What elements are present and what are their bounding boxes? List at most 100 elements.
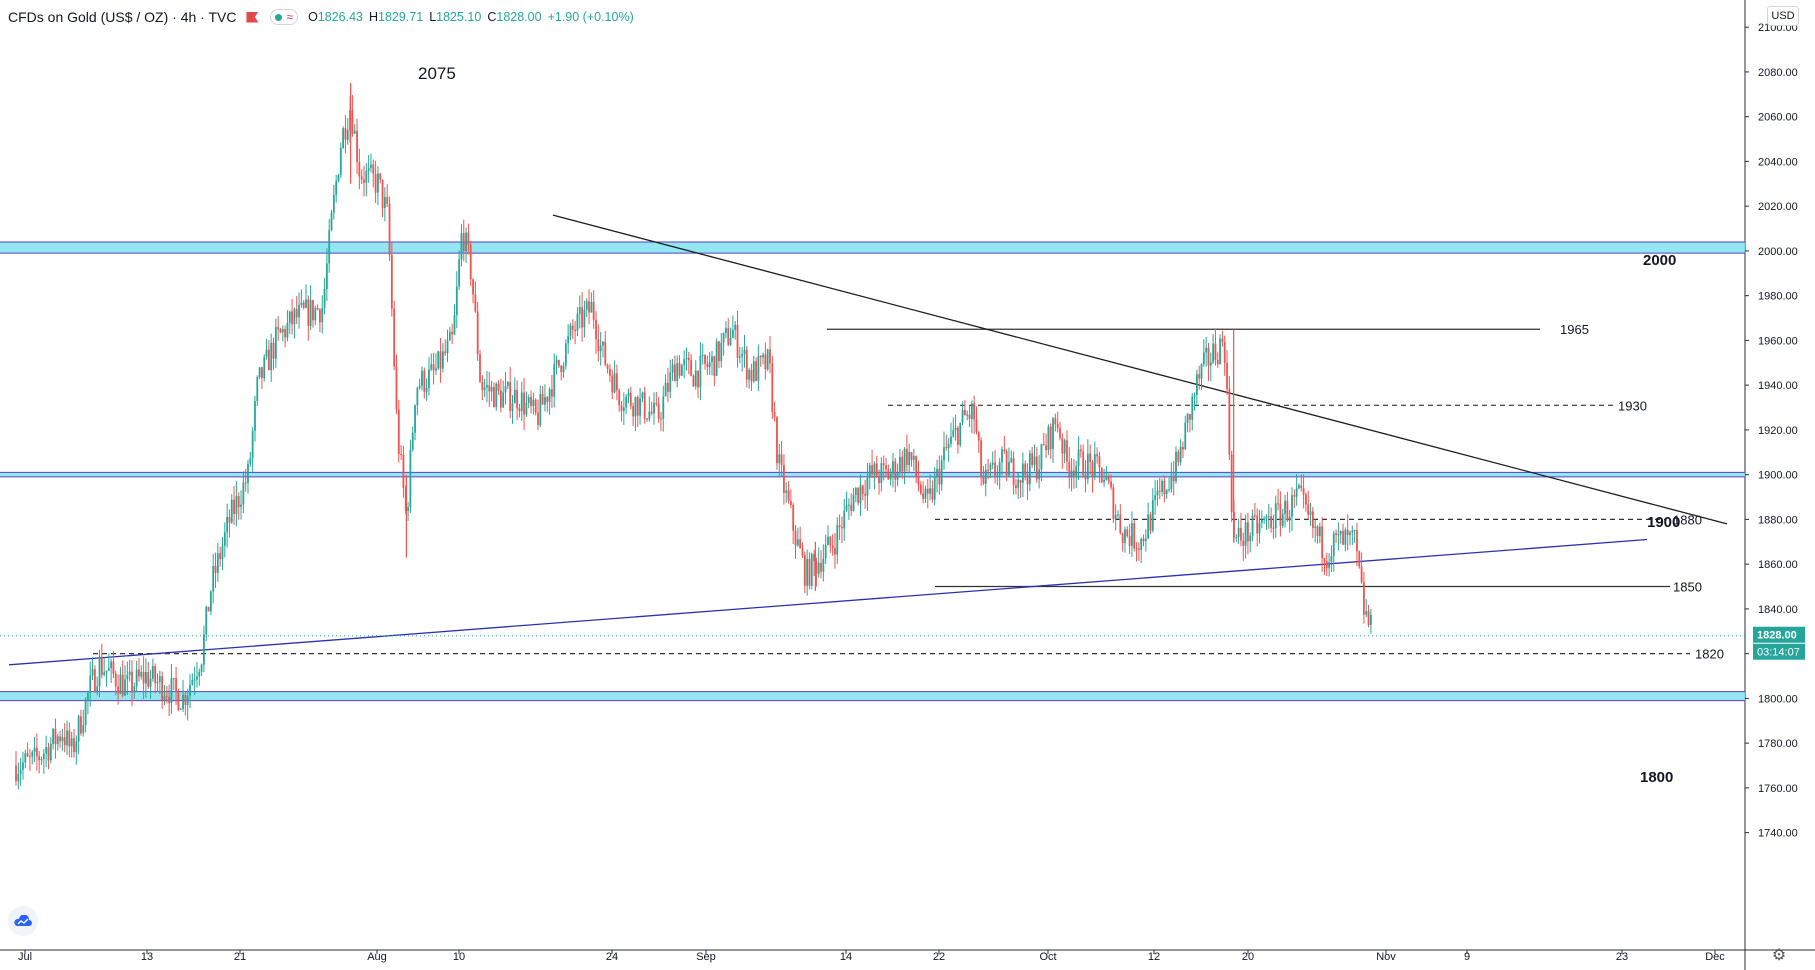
candle (1005, 449, 1008, 481)
candle (868, 462, 871, 490)
candle (692, 374, 695, 387)
candle (1149, 511, 1152, 535)
candle (411, 426, 414, 452)
candle (1288, 509, 1291, 533)
candle (1360, 552, 1363, 584)
candle-body (933, 477, 936, 500)
candle-body (613, 373, 616, 393)
symbol-title[interactable]: CFDs on Gold (US$ / OZ) · 4h · TVC (8, 9, 237, 25)
candle-body (490, 387, 493, 392)
candle (1015, 479, 1017, 495)
candle (776, 415, 778, 470)
x-tick-label: Jul (18, 951, 32, 963)
candle (1068, 447, 1071, 489)
candle (1063, 438, 1066, 464)
candle-body (1098, 456, 1101, 468)
candle (105, 670, 108, 687)
candle-body (1035, 456, 1038, 480)
candle (142, 656, 145, 700)
candle-body (117, 686, 119, 694)
candle (1240, 512, 1242, 547)
candle (504, 371, 507, 405)
tradingview-logo-button[interactable] (8, 906, 38, 936)
candle-body (822, 558, 825, 572)
candle-body (627, 393, 630, 397)
candle-body (367, 167, 370, 171)
candle (850, 493, 853, 516)
candle-body (548, 389, 551, 402)
currency-button[interactable]: USD (1767, 6, 1799, 26)
candle-body (17, 774, 20, 782)
settings-gear-icon[interactable]: ⚙ (1771, 947, 1787, 964)
candle (1070, 457, 1073, 492)
candle (991, 451, 994, 470)
candle (441, 342, 444, 373)
candle-body (671, 364, 674, 373)
candle (639, 387, 641, 425)
candle (1110, 474, 1112, 490)
candle-body (875, 463, 878, 478)
candle (592, 290, 595, 329)
candle-body (330, 212, 333, 231)
candle (460, 224, 463, 267)
candle-body (493, 387, 495, 408)
candle (114, 670, 117, 696)
candle-body (609, 368, 611, 376)
candle (1305, 492, 1307, 512)
indicator-toggle[interactable]: ≈ (270, 9, 299, 25)
candle-body (776, 417, 778, 464)
candle (996, 465, 999, 486)
candle (548, 387, 551, 415)
candle-body (110, 661, 113, 668)
candle (430, 353, 433, 372)
x-tick-label: 21 (234, 951, 246, 963)
candle (713, 355, 716, 387)
candle-body (959, 422, 962, 445)
candle-body (80, 716, 82, 734)
candle-body (1084, 475, 1087, 480)
candle (193, 666, 196, 696)
candle-body (743, 349, 746, 354)
candle-body (1293, 495, 1296, 497)
candle-body (444, 351, 447, 354)
x-tick-label: 24 (606, 951, 618, 963)
candle (381, 179, 384, 218)
candle (574, 321, 577, 345)
candle (606, 363, 609, 374)
candle (843, 498, 846, 542)
candle-body (950, 436, 952, 444)
countdown-tag (1753, 643, 1805, 660)
candle (1237, 518, 1240, 544)
candle-body (910, 451, 913, 460)
candle (24, 749, 27, 769)
candle (265, 338, 268, 360)
candle-body (713, 356, 716, 376)
candle-body (77, 716, 80, 742)
candle (667, 367, 669, 403)
candle-body (305, 299, 307, 308)
candle (1091, 460, 1094, 493)
zone-1800 (0, 691, 1745, 701)
candle-body (1351, 530, 1354, 533)
flag-icon[interactable] (246, 11, 259, 23)
candle (1077, 436, 1080, 480)
candle-body (1344, 529, 1347, 545)
candle (230, 494, 233, 524)
candle (845, 491, 848, 513)
candle (407, 501, 409, 522)
candle (15, 751, 17, 786)
candle-body (1003, 449, 1006, 452)
candle (738, 346, 741, 364)
candle-body (597, 339, 600, 352)
candle (541, 386, 544, 405)
candle-body (168, 696, 171, 704)
candle-body (432, 364, 435, 371)
candle (801, 542, 804, 558)
candle-body (861, 485, 864, 494)
candle-body (1284, 500, 1286, 514)
candle-body (808, 558, 811, 586)
candle (534, 398, 537, 416)
candle (1298, 483, 1300, 490)
zone-2000 (0, 241, 1745, 254)
